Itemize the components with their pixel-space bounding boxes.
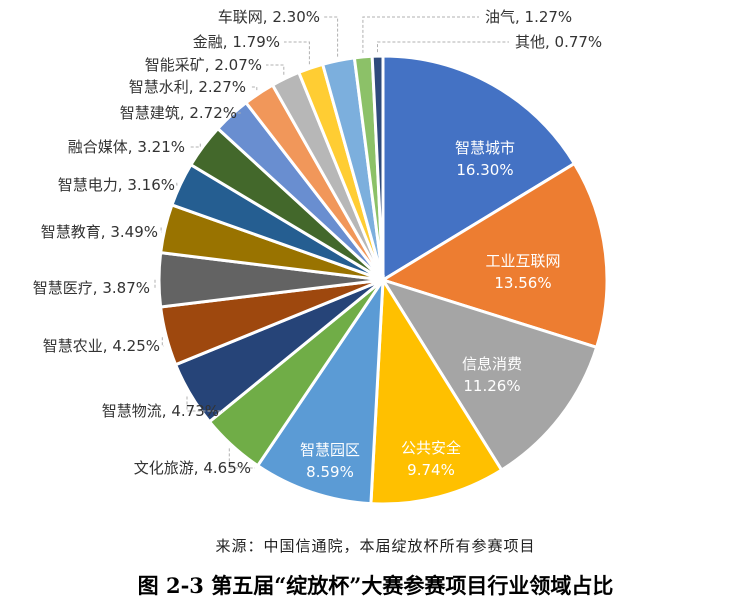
- pie-chart: 智慧城市 16.30% 工业互联网 13.56% 信息消费 11.26% 公共安全 9.74%…: [33, 8, 609, 506]
- leader-line: [189, 143, 201, 148]
- leader-line: [154, 279, 156, 289]
- leader-line: [228, 112, 241, 114]
- slice-label: 智慧城市 16.30%: [455, 139, 515, 179]
- figure-caption: 图 2-3 第五届“绽放杯”大赛参赛项目行业领域占比: [137, 573, 614, 598]
- leader-line: [377, 41, 509, 53]
- leader-line: [228, 448, 255, 469]
- leader-line: [176, 182, 179, 186]
- pie-slice: [369, 275, 504, 506]
- leader-line: [324, 16, 339, 57]
- slice-category: 信息消费: [462, 355, 522, 373]
- slice-label: 智慧水利, 2.27%: [129, 78, 246, 96]
- pie-slice: [379, 277, 599, 473]
- slice-label: 智慧教育, 3.49%: [41, 223, 158, 241]
- slice-label: 车联网, 2.30%: [218, 8, 320, 26]
- pie-slice: [379, 161, 609, 350]
- slice-label: 文化旅游, 4.65%: [134, 459, 251, 477]
- slice-category: 智慧园区: [300, 441, 360, 459]
- pie-slice: [370, 54, 385, 281]
- slice-value: 11.26%: [463, 377, 520, 395]
- slice-label: 智慧建筑, 2.72%: [120, 104, 237, 122]
- slice-category: 工业互联网: [485, 252, 560, 270]
- leader-line: [250, 86, 258, 91]
- slice-label: 信息消费 11.26%: [462, 355, 522, 395]
- leader-line: [362, 16, 479, 53]
- slice-label: 智慧园区 8.59%: [300, 441, 360, 481]
- slice-category: 公共安全: [401, 439, 461, 457]
- leader-line: [161, 337, 164, 347]
- slice-category: 智慧城市: [455, 139, 515, 157]
- slice-label: 智慧医疗, 3.87%: [33, 279, 150, 297]
- slice-label: 其他, 0.77%: [515, 33, 602, 51]
- pie-slice: [381, 54, 577, 283]
- slice-label: 金融, 1.79%: [193, 33, 280, 51]
- source-note: 来源：中国信通院，本届绽放杯所有参赛项目: [215, 537, 536, 555]
- leader-line: [160, 227, 162, 233]
- slice-value: 8.59%: [306, 463, 354, 481]
- slice-label: 工业互联网 13.56%: [485, 252, 560, 292]
- slice-label: 油气, 1.27%: [485, 8, 572, 26]
- slice-label: 公共安全 9.74%: [401, 439, 461, 479]
- slice-label: 融合媒体, 3.21%: [68, 138, 185, 156]
- pie-slice: [255, 274, 385, 506]
- slice-value: 9.74%: [407, 461, 455, 479]
- leader-line: [266, 64, 285, 75]
- slice-value: 13.56%: [494, 274, 551, 292]
- slice-label: 智慧农业, 4.25%: [43, 337, 160, 355]
- slice-label: 智能采矿, 2.07%: [145, 56, 262, 74]
- slice-label: 智慧物流, 4.73%: [102, 402, 219, 420]
- leader-line: [284, 41, 310, 65]
- slice-label: 智慧电力, 3.16%: [58, 176, 175, 194]
- slice-value: 16.30%: [456, 161, 513, 179]
